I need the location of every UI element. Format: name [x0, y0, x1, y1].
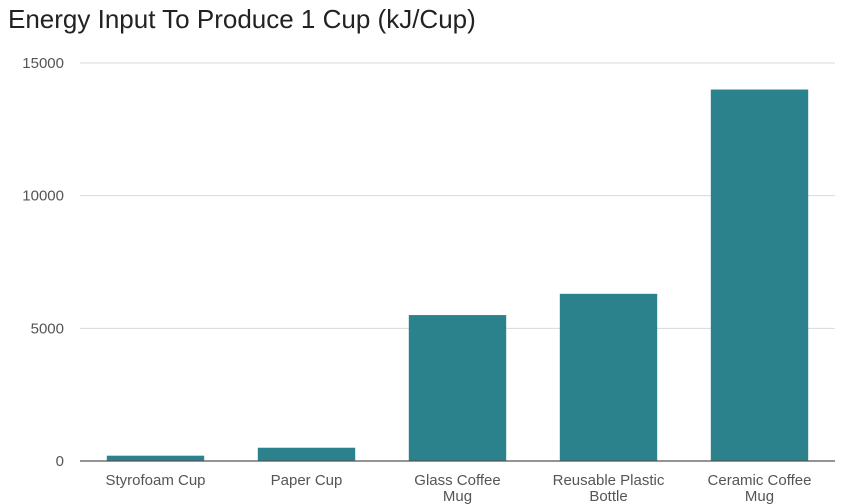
bar — [257, 447, 356, 461]
bar — [408, 315, 507, 461]
x-tick-label-line: Bottle — [589, 488, 627, 504]
bar — [710, 89, 809, 462]
x-tick-label: Ceramic Coffee Mug — [708, 472, 812, 504]
y-tick-label: 0 — [56, 453, 64, 470]
x-tick-label: Styrofoam Cup — [105, 472, 205, 489]
x-tick-label-line: Paper Cup — [271, 472, 343, 489]
bar — [106, 455, 205, 461]
x-tick-label-line: Mug — [745, 488, 774, 504]
bar — [559, 293, 658, 461]
x-tick-label: Glass Coffee Mug — [414, 472, 500, 504]
x-tick-label-line: Glass Coffee — [414, 472, 500, 489]
x-axis-labels: Styrofoam Cup Paper Cup Glass Coffee MugReu… — [105, 472, 811, 504]
x-tick-label: Paper Cup — [271, 472, 343, 489]
y-tick-label: 15000 — [22, 55, 64, 72]
x-tick-label-line: Ceramic Coffee — [708, 472, 812, 489]
y-tick-label: 5000 — [31, 320, 64, 337]
y-axis-ticks: 0 5000 10000 15000 — [22, 55, 64, 470]
y-tick-label: 10000 — [22, 188, 64, 205]
x-tick-label-line: Reusable Plastic — [553, 472, 665, 489]
chart-title: Energy Input To Produce 1 Cup (kJ/Cup) — [8, 4, 476, 34]
x-tick-label-line: Mug — [443, 488, 472, 504]
x-tick-label-line: Styrofoam Cup — [105, 472, 205, 489]
x-tick-label: Reusable Plastic Bottle — [553, 472, 665, 504]
bars — [106, 89, 809, 462]
